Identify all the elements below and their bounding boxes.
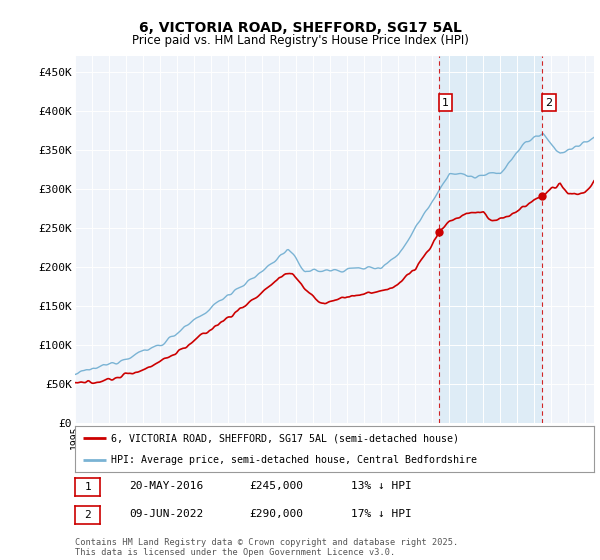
Text: Price paid vs. HM Land Registry's House Price Index (HPI): Price paid vs. HM Land Registry's House … <box>131 34 469 46</box>
Text: 2: 2 <box>545 98 552 108</box>
Text: 17% ↓ HPI: 17% ↓ HPI <box>351 509 412 519</box>
Text: 09-JUN-2022: 09-JUN-2022 <box>129 509 203 519</box>
Text: 2: 2 <box>84 510 91 520</box>
Text: 6, VICTORIA ROAD, SHEFFORD, SG17 5AL (semi-detached house): 6, VICTORIA ROAD, SHEFFORD, SG17 5AL (se… <box>112 433 460 444</box>
Text: 6, VICTORIA ROAD, SHEFFORD, SG17 5AL: 6, VICTORIA ROAD, SHEFFORD, SG17 5AL <box>139 21 461 35</box>
Text: 1: 1 <box>442 98 449 108</box>
Text: Contains HM Land Registry data © Crown copyright and database right 2025.
This d: Contains HM Land Registry data © Crown c… <box>75 538 458 557</box>
Text: 20-MAY-2016: 20-MAY-2016 <box>129 481 203 491</box>
Text: £245,000: £245,000 <box>249 481 303 491</box>
Bar <box>439 56 542 423</box>
Text: £290,000: £290,000 <box>249 509 303 519</box>
Text: HPI: Average price, semi-detached house, Central Bedfordshire: HPI: Average price, semi-detached house,… <box>112 455 478 465</box>
Text: 1: 1 <box>84 482 91 492</box>
Text: 13% ↓ HPI: 13% ↓ HPI <box>351 481 412 491</box>
